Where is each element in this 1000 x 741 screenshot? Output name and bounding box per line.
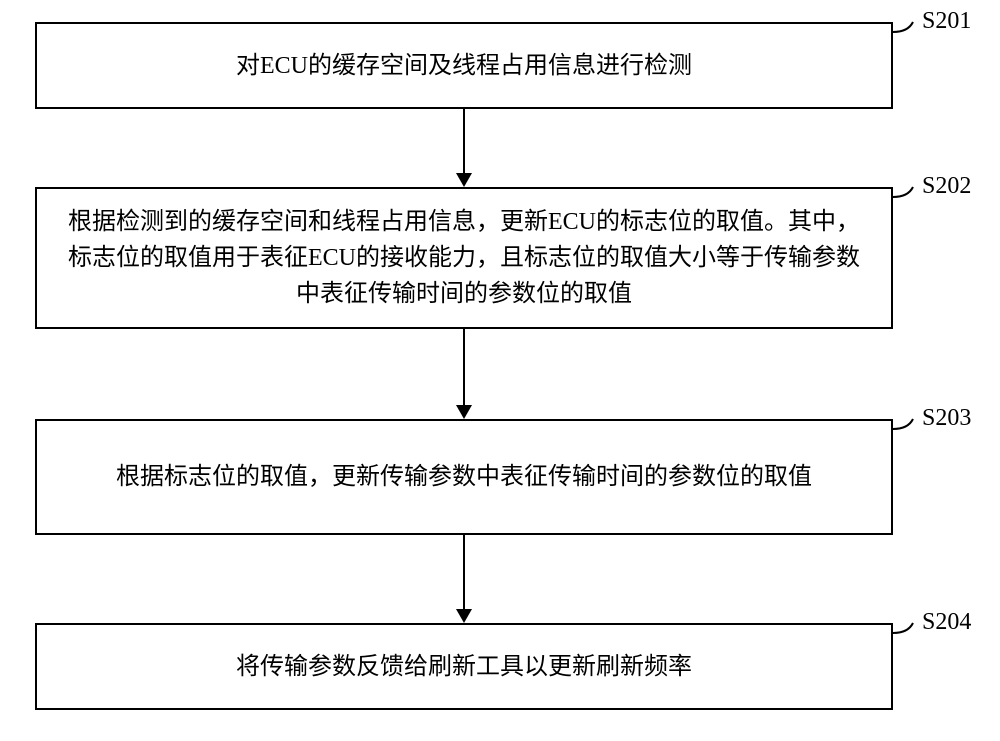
label-connector-s204	[893, 618, 923, 648]
step-box-s204: 将传输参数反馈给刷新工具以更新刷新频率	[35, 623, 893, 710]
step-label-s201: S201	[922, 8, 971, 35]
label-connector-s202	[893, 182, 923, 212]
step-text: 对ECU的缓存空间及线程占用信息进行检测	[236, 48, 692, 84]
label-connector-s201	[893, 17, 923, 47]
step-text: 根据标志位的取值，更新传输参数中表征传输时间的参数位的取值	[116, 459, 812, 495]
flowchart-container: 对ECU的缓存空间及线程占用信息进行检测 S201 根据检测到的缓存空间和线程占…	[0, 0, 1000, 741]
step-label-s204: S204	[922, 609, 971, 636]
step-label-s202: S202	[922, 173, 971, 200]
label-connector-s203	[893, 414, 923, 444]
step-label-s203: S203	[922, 405, 971, 432]
step-box-s201: 对ECU的缓存空间及线程占用信息进行检测	[35, 22, 893, 109]
step-box-s202: 根据检测到的缓存空间和线程占用信息，更新ECU的标志位的取值。其中，标志位的取值…	[35, 187, 893, 329]
step-box-s203: 根据标志位的取值，更新传输参数中表征传输时间的参数位的取值	[35, 419, 893, 535]
step-text: 根据检测到的缓存空间和线程占用信息，更新ECU的标志位的取值。其中，标志位的取值…	[57, 204, 871, 312]
step-text: 将传输参数反馈给刷新工具以更新刷新频率	[236, 649, 692, 685]
